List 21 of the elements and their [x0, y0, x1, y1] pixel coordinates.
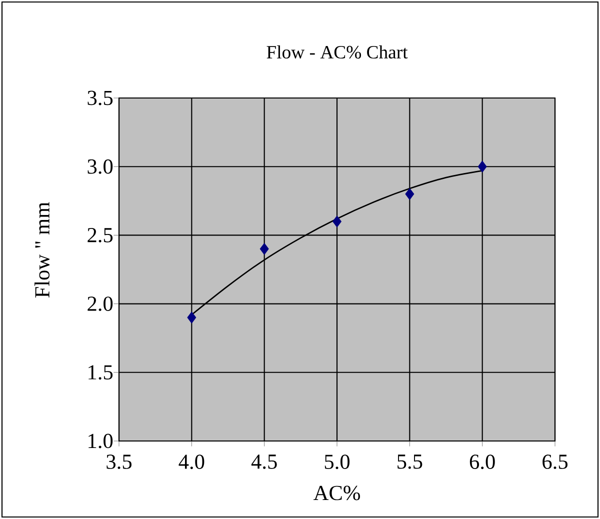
- x-tick-label: 4.0: [178, 454, 204, 470]
- x-tick-label: 5.0: [324, 454, 350, 470]
- x-tick-label: 3.5: [106, 454, 132, 470]
- x-tick-label: 6.5: [542, 454, 568, 470]
- point: [405, 188, 414, 200]
- y-tick-label: 3.0: [88, 159, 113, 174]
- y-tick-label: 1.5: [88, 365, 113, 380]
- point: [260, 243, 269, 255]
- y-tick-label: 2.0: [88, 296, 113, 312]
- point: [478, 160, 487, 172]
- y-axis-title: Flow " mm: [34, 202, 50, 298]
- y-tick-label: 2.5: [88, 228, 113, 242]
- point: [332, 216, 342, 228]
- x-tick-label: 4.5: [251, 454, 277, 469]
- chart-title: Flow - AC% Chart: [266, 45, 408, 59]
- y-tick-label: 3.5: [88, 90, 113, 106]
- point: [187, 312, 196, 324]
- y-tick-label: 1.0: [88, 434, 113, 448]
- x-tick-label: 5.5: [398, 454, 422, 469]
- x-tick-label: 6.0: [470, 454, 495, 470]
- x-axis-title: AC%: [314, 486, 360, 500]
